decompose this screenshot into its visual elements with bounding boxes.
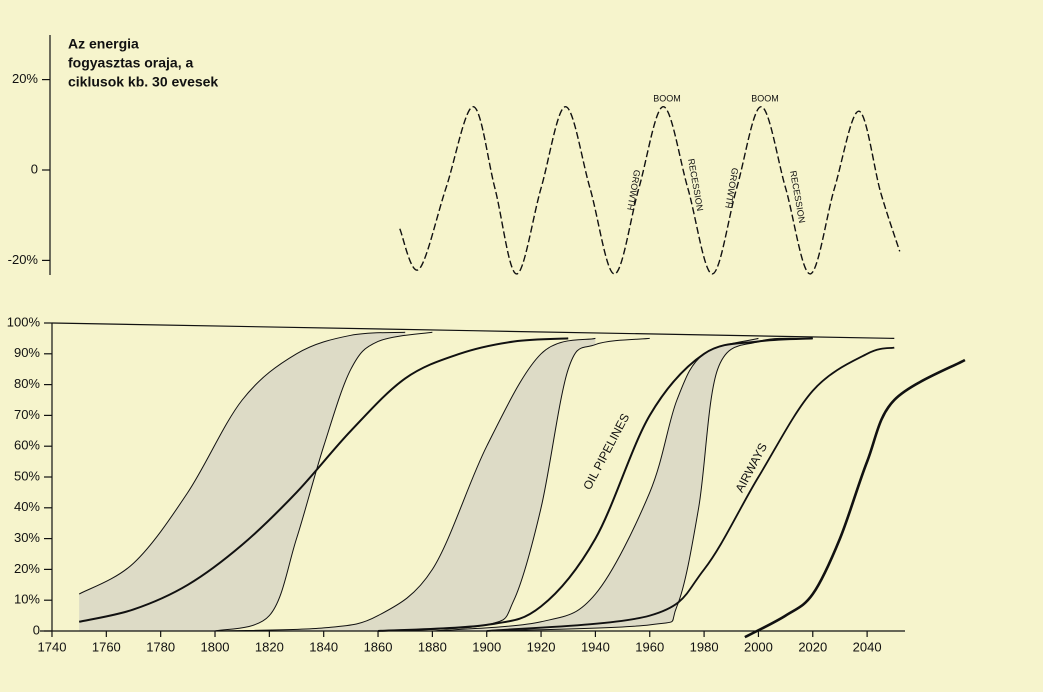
series-line: [214, 331, 433, 632]
x-tick-label: 1940: [581, 639, 610, 654]
y-tick-label: 90%: [14, 345, 40, 360]
annotation: BOOM: [653, 93, 681, 103]
x-tick-label: 1900: [472, 639, 501, 654]
y-tick-label: 60%: [14, 438, 40, 453]
x-tick-label: 1840: [309, 639, 338, 654]
y-tick-label: 0: [33, 622, 40, 637]
series-line: [486, 346, 895, 632]
x-tick-label: 1860: [364, 639, 393, 654]
y-tick-label: 50%: [14, 468, 40, 483]
x-tick-label: 1960: [635, 639, 664, 654]
x-tick-label: 1780: [146, 639, 175, 654]
y-tick-label: 70%: [14, 407, 40, 422]
annotation: RECESSION: [788, 170, 807, 224]
series-line: [744, 358, 966, 639]
x-tick-label: 1760: [92, 639, 121, 654]
series-line: [78, 331, 406, 595]
y-tick-label: 100%: [7, 314, 41, 329]
series-line: [432, 337, 759, 632]
x-tick-label: 1920: [527, 639, 556, 654]
y-tick-label: 40%: [14, 499, 40, 514]
x-tick-label: 1800: [201, 639, 230, 654]
x-tick-label: 2000: [744, 639, 773, 654]
y-tick-label: 10%: [14, 592, 40, 607]
annotation: GROWTH: [723, 167, 740, 209]
y-tick-label: 80%: [14, 376, 40, 391]
series-line: [486, 337, 813, 632]
x-tick-label: 1880: [418, 639, 447, 654]
series-line: [51, 322, 895, 339]
chart-title: ciklusok kb. 30 evesek: [68, 74, 218, 90]
series-line: [399, 106, 901, 275]
y-tick-label: 0: [31, 161, 38, 176]
annotation: GROWTH: [625, 169, 642, 211]
x-tick-label: 2020: [798, 639, 827, 654]
chart-title: fogyasztas oraja, a: [68, 55, 193, 71]
annotation: BOOM: [751, 93, 779, 103]
band-fill: [432, 338, 759, 631]
x-tick-label: 1820: [255, 639, 284, 654]
series-line: [377, 337, 813, 632]
chart-title: Az energia: [68, 36, 139, 52]
y-tick-label: 20%: [12, 71, 38, 86]
annotation: RECESSION: [686, 158, 705, 212]
series-line: [214, 337, 596, 632]
y-tick-label: -20%: [8, 252, 39, 267]
band-fill: [486, 338, 813, 631]
band-fill: [378, 338, 650, 631]
band-fill: [215, 338, 596, 631]
x-tick-label: 1980: [690, 639, 719, 654]
x-tick-label: 1740: [38, 639, 67, 654]
band-fill: [215, 332, 433, 631]
y-tick-label: 20%: [14, 561, 40, 576]
y-tick-label: 30%: [14, 530, 40, 545]
series-line: [78, 337, 569, 623]
x-tick-label: 2040: [853, 639, 882, 654]
